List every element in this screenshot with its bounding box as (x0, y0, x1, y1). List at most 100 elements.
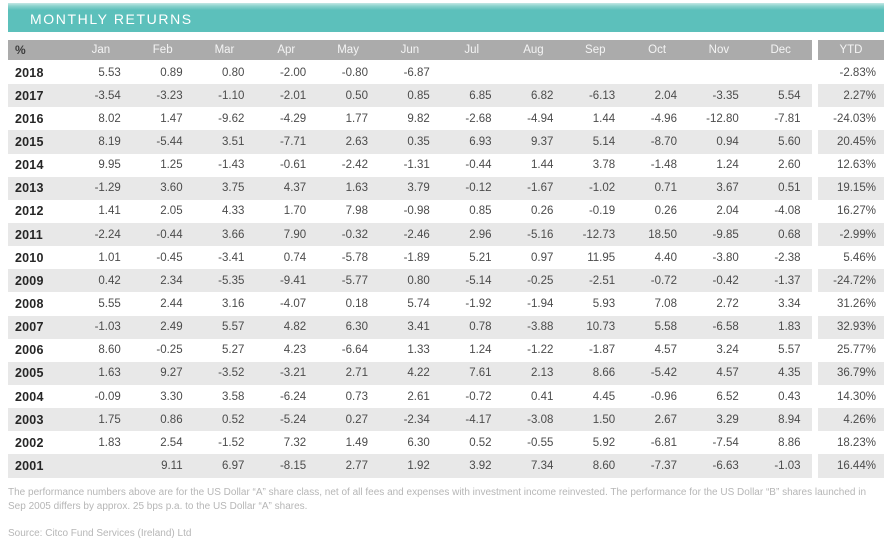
value-cell: -1.10 (193, 84, 256, 108)
value-cell: 1.44 (530, 159, 554, 172)
ytd-cell: 12.63% (836, 159, 876, 172)
value-cell: -0.25 (502, 269, 565, 293)
value-cell: 0.73 (345, 390, 368, 403)
value-cell: 4.82 (255, 315, 318, 339)
value-cell: 2.96 (440, 222, 503, 247)
value-cell: 9.95 (98, 159, 121, 172)
value-cell: 0.51 (749, 176, 812, 200)
table-row: 2001 9.11 6.97 -8.15 2.77 1.92 3.92 7.34 8.60 -7.… (8, 454, 884, 478)
value-cell: 0.89 (160, 66, 183, 79)
value-cell: 5.93 (592, 297, 616, 310)
value-cell: 2.04 (626, 84, 688, 108)
value-cell: 0.94 (687, 130, 750, 154)
value-cell: -6.24 (279, 390, 307, 403)
value-cell: 0.50 (317, 84, 379, 108)
value-cell: 3.75 (193, 176, 256, 200)
value-cell: -2.42 (341, 159, 368, 172)
value-cell: -2.46 (378, 222, 441, 247)
value-cell: -0.96 (650, 390, 677, 403)
value-cell: -2.24 (70, 222, 132, 247)
value-cell: 1.92 (378, 454, 441, 478)
value-cell: 4.40 (654, 251, 677, 264)
value-cell: 1.63 (70, 361, 132, 385)
table-row: 2009 0.42 2.34 -5.35 -9.41 -5.77 0.80 -5.14 -0.2… (8, 269, 884, 293)
value-cell: -1.67 (502, 176, 565, 200)
value-cell: -0.32 (317, 222, 379, 247)
value-cell: 2.13 (502, 361, 565, 385)
value-cell (564, 61, 626, 84)
month-header: Jul (440, 40, 503, 60)
value-cell: 0.68 (749, 222, 812, 247)
value-cell: 8.60 (98, 344, 121, 357)
value-cell: 0.41 (530, 390, 554, 403)
value-cell: -4.96 (650, 112, 677, 125)
value-cell: 0.80 (378, 269, 441, 293)
value-cell: 1.24 (469, 344, 492, 357)
value-cell: -1.29 (70, 176, 132, 200)
value-cell: -0.19 (588, 205, 616, 218)
value-cell: -2.00 (279, 66, 307, 79)
value-cell: -1.48 (650, 159, 677, 172)
value-cell: 2.34 (131, 269, 194, 293)
value-cell: 7.34 (502, 454, 565, 478)
value-cell: 1.25 (160, 159, 183, 172)
value-cell: 8.19 (70, 130, 132, 154)
value-cell: 7.98 (345, 205, 368, 218)
value-cell: -6.87 (403, 66, 430, 79)
value-cell: 6.93 (440, 130, 503, 154)
value-cell: 6.30 (407, 436, 430, 449)
value-cell: -0.44 (465, 159, 492, 172)
value-cell: 1.83 (749, 315, 812, 339)
value-cell: 5.21 (469, 251, 492, 264)
table-row: 2008 5.55 2.44 3.16 -4.07 0.18 5.74 -1.92 -1.94 5… (8, 292, 884, 315)
value-cell: -3.08 (502, 408, 565, 432)
table-row: 2016 8.02 1.47 -9.62 -4.29 1.77 9.82 -2.68 -4.94… (8, 107, 884, 130)
value-cell: 9.37 (502, 130, 565, 154)
percent-corner-label: % (8, 40, 70, 60)
ytd-cell: 25.77% (836, 344, 876, 357)
value-cell: -5.42 (626, 361, 688, 385)
value-cell: 4.33 (222, 205, 245, 218)
value-cell: 5.14 (564, 130, 627, 154)
year-cell: 2004 (15, 389, 44, 404)
value-cell: -7.37 (626, 454, 688, 478)
value-cell: 1.24 (716, 159, 739, 172)
value-cell: -5.44 (131, 130, 194, 154)
value-cell: 0.71 (626, 176, 688, 200)
month-header: Feb (131, 40, 194, 60)
value-cell: 9.82 (407, 112, 430, 125)
value-cell: 4.37 (255, 176, 318, 200)
value-cell: 2.63 (317, 130, 379, 154)
value-cell: 6.97 (193, 454, 256, 478)
value-cell: -4.94 (527, 112, 554, 125)
table-row: 2005 1.63 9.27 -3.52 -3.21 2.71 4.22 7.61 2.13 8.… (8, 361, 884, 385)
value-cell: -6.13 (564, 84, 627, 108)
ytd-cell: 20.45% (817, 130, 884, 154)
value-cell: -3.35 (687, 84, 750, 108)
value-cell (503, 61, 565, 84)
title-bar: MONTHLY RETURNS (8, 3, 884, 32)
value-cell: -1.22 (527, 344, 554, 357)
value-cell: -5.78 (341, 251, 368, 264)
table-row: 2013 -1.29 3.60 3.75 4.37 1.63 3.79 -0.12 -1.67-… (8, 176, 884, 200)
table-row: 2002 1.83 2.54 -1.52 7.32 1.49 6.30 0.52 -0.55 5.… (8, 431, 884, 454)
value-cell: 5.57 (778, 344, 801, 357)
year-cell: 2003 (8, 408, 70, 432)
value-cell: -4.29 (279, 112, 307, 125)
year-cell: 2015 (8, 130, 70, 154)
value-cell: -0.09 (94, 390, 121, 403)
value-cell: 1.49 (345, 436, 368, 449)
value-cell: 8.02 (98, 112, 121, 125)
table-row: 2003 1.75 0.86 0.52 -5.24 0.27 -2.34 -4.17 -3.08… (8, 408, 884, 432)
value-cell: 3.66 (193, 222, 256, 247)
value-cell: -6.58 (687, 315, 750, 339)
page-title: MONTHLY RETURNS (30, 10, 193, 27)
value-cell: 0.35 (378, 130, 441, 154)
value-cell: -1.31 (403, 159, 430, 172)
value-cell: 0.42 (70, 269, 132, 293)
value-cell: -0.72 (465, 390, 492, 403)
value-cell: -3.21 (255, 361, 318, 385)
value-cell: 1.83 (98, 436, 121, 449)
month-header: Aug (502, 40, 565, 60)
value-cell: 3.16 (222, 297, 245, 310)
